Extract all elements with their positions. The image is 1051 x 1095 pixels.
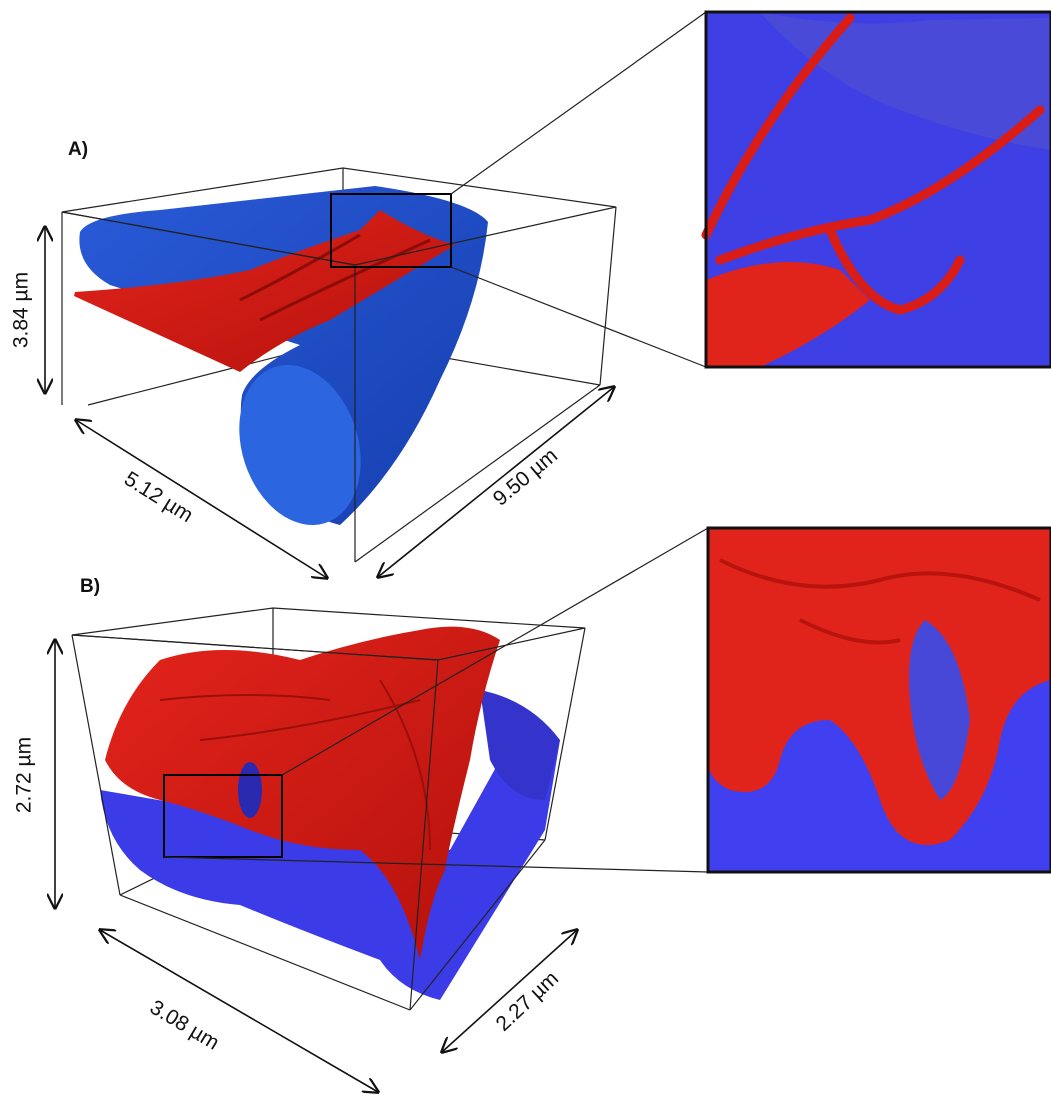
zoom-connector [163, 856, 709, 873]
box-edge [61, 211, 356, 266]
dimension-label: 3.84 µm [10, 272, 33, 348]
inset-membrane [708, 528, 1051, 845]
dimension-arrow [442, 930, 577, 1052]
box-edge [599, 206, 617, 386]
dimension-arrow [76, 420, 327, 578]
inset-membrane [706, 262, 870, 367]
box-edge [71, 634, 121, 896]
box-edge [409, 659, 439, 1011]
dimension-arrow [378, 387, 614, 577]
zoom-connector [450, 11, 707, 195]
dimension-arrow [100, 930, 378, 1092]
red-membrane [105, 626, 500, 960]
dimension-label: 2.72 µm [13, 737, 36, 813]
box-edge [409, 839, 546, 1011]
box-edge [71, 634, 439, 661]
inset-pore [909, 620, 970, 800]
inset-ridges [719, 558, 1041, 645]
membrane-ridge [239, 233, 431, 322]
inset-frame [706, 526, 1051, 874]
dimension-label: 5.12 µm [120, 467, 197, 527]
inset-fibers [701, 13, 1045, 315]
box-edge [544, 627, 586, 841]
panel-a: A) 3.84 µm 5.12 µm 9.50 µm [10, 10, 1051, 578]
panel-label: A) [68, 139, 88, 160]
zoom-connector [281, 527, 709, 776]
panel-b: B) 2.72 µm 3.08 µm 2.27 µm [13, 526, 1051, 1092]
dimension-label: 9.50 µm [489, 444, 562, 511]
inset-surface [760, 12, 1051, 150]
dimension-label: 3.08 µm [146, 996, 223, 1055]
panel-label: B) [80, 576, 100, 597]
pore [238, 762, 262, 818]
red-membrane [74, 210, 455, 372]
membrane-ridge [159, 679, 431, 851]
zoom-region [330, 193, 452, 268]
inset-frame [704, 10, 1051, 369]
zoom-region [163, 774, 283, 858]
zoom-connector [450, 266, 707, 368]
dimension-label: 2.27 µm [492, 967, 563, 1036]
blue-cell-side [480, 690, 560, 800]
